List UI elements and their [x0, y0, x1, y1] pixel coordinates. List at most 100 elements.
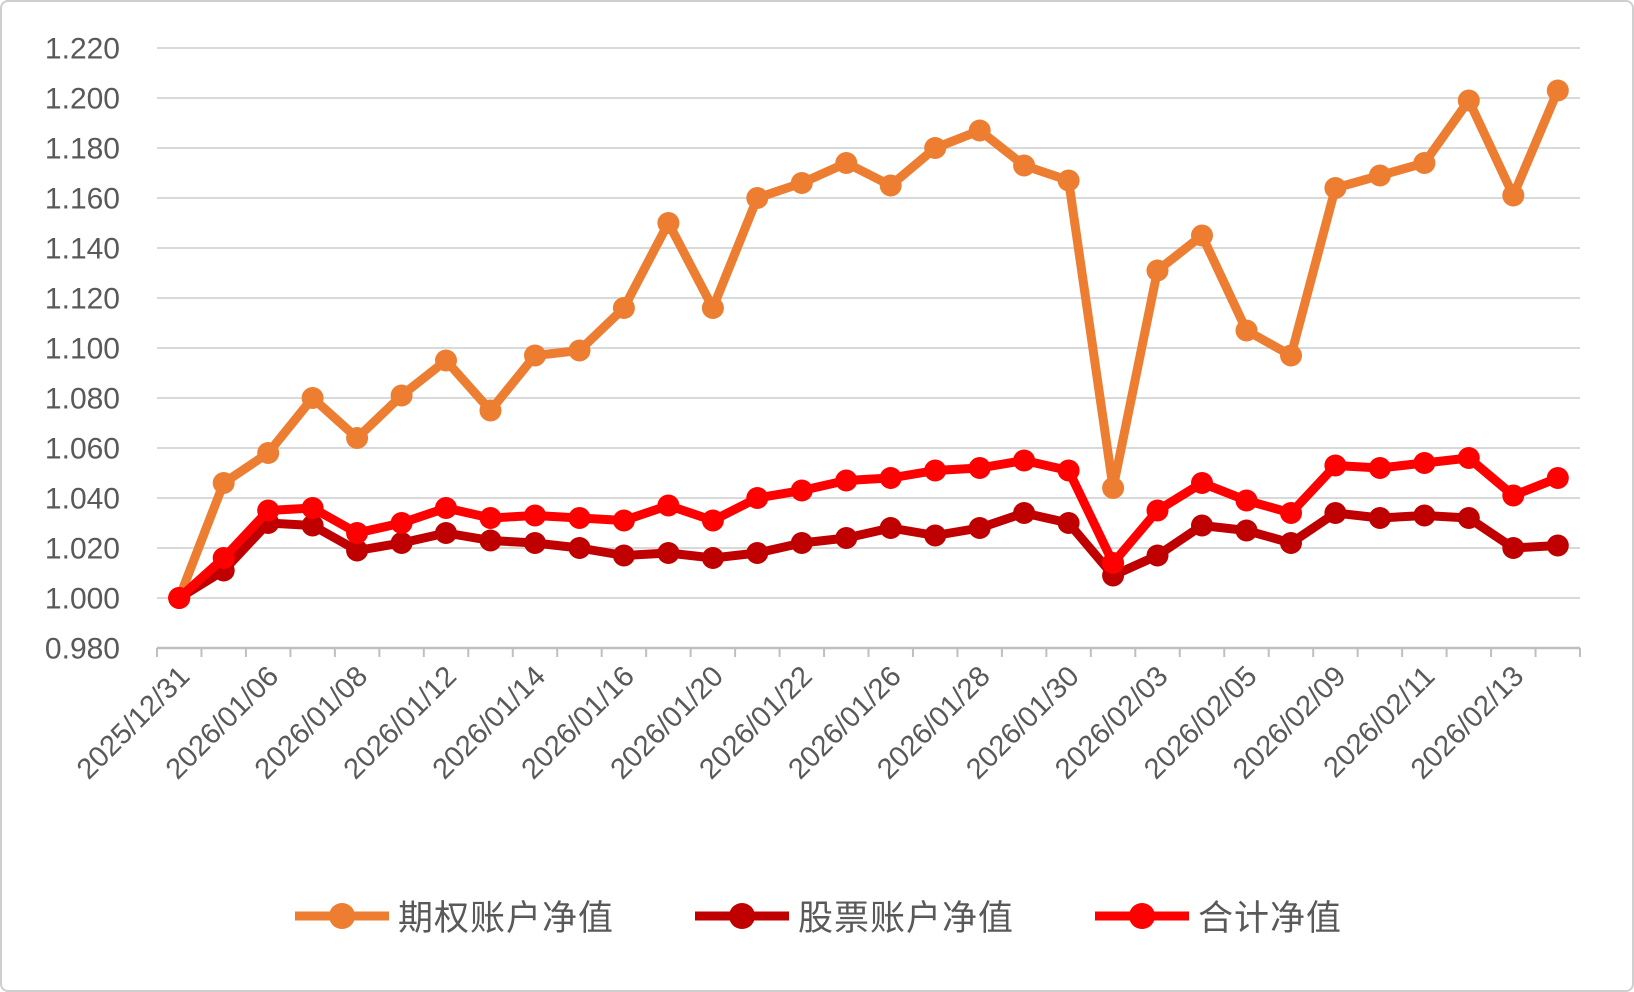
series-1-line-group	[168, 502, 1569, 609]
series-1-marker	[435, 522, 457, 544]
y-tick-label: 1.160	[45, 183, 120, 216]
series-0-marker	[657, 212, 680, 234]
series-2-line-group	[168, 447, 1569, 609]
series-1-marker	[1057, 512, 1080, 534]
series-0-marker	[701, 297, 724, 319]
series-2-marker	[1146, 499, 1169, 522]
series-2-marker	[212, 547, 235, 569]
series-1-marker	[701, 547, 724, 569]
y-tick-label: 1.120	[45, 283, 120, 316]
y-axis-labels: 1.220 1.200 1.180 1.160 1.140 1.120 1.100 1.080…	[45, 33, 120, 666]
series-0-marker	[1546, 79, 1569, 102]
series-2-marker	[568, 507, 591, 529]
series-2-marker	[1102, 552, 1125, 574]
chart-legend: 期权账户净值 股票账户净值 合计净值	[2, 890, 1632, 941]
legend-swatch-total-line-icon	[1095, 902, 1189, 929]
series-2-marker	[524, 504, 546, 527]
series-0-marker	[568, 339, 591, 362]
y-tick-label: 1.040	[45, 483, 120, 516]
series-2-marker	[1457, 447, 1480, 469]
legend-item-total: 合计净值	[1092, 890, 1342, 941]
series-2-marker	[257, 499, 280, 522]
series-1-marker	[1013, 502, 1036, 524]
series-2-marker	[435, 497, 457, 519]
legend-item-stock-account: 股票账户净值	[692, 890, 1014, 941]
series-2-marker	[390, 512, 413, 534]
series-0-marker	[1013, 154, 1036, 177]
series-2-marker	[879, 467, 902, 489]
series-1-marker	[612, 544, 635, 567]
y-tick-label: 1.080	[45, 383, 120, 416]
series-2-marker	[790, 479, 813, 502]
series-0-marker	[1146, 259, 1169, 282]
y-tick-label: 1.000	[45, 583, 120, 616]
series-0-marker	[1413, 152, 1436, 174]
series-0-marker	[968, 119, 991, 142]
legend-swatch-stock-line-icon	[694, 902, 789, 929]
series-1-marker	[1502, 537, 1525, 559]
series-2-marker	[301, 497, 324, 519]
series-2-marker	[1324, 454, 1347, 477]
series-1-marker	[1146, 544, 1169, 567]
y-tick-label: 1.020	[45, 533, 120, 566]
series-2-marker	[968, 457, 991, 479]
series-2-line	[174, 453, 1563, 603]
series-0-marker	[1368, 164, 1391, 187]
series-2-marker	[346, 522, 369, 544]
series-0-marker	[524, 344, 546, 367]
series-0-marker	[835, 152, 858, 174]
series-0-marker	[1235, 319, 1258, 342]
y-tick-label: 1.100	[45, 333, 120, 366]
y-tick-label: 1.180	[45, 133, 120, 166]
series-1-marker	[835, 527, 858, 549]
series-2-marker	[1368, 457, 1391, 479]
series-1-marker	[746, 542, 769, 564]
series-1-marker	[346, 539, 369, 562]
series-0-marker	[1280, 344, 1302, 367]
series-1-marker	[879, 517, 902, 539]
series-0-marker	[879, 174, 902, 197]
series-0-marker	[479, 399, 502, 422]
series-2-marker	[1413, 452, 1436, 474]
net-value-line-chart: 1.220 1.200 1.180 1.160 1.140 1.120 1.100 1.080…	[45, 33, 1581, 786]
series-0-marker	[612, 297, 635, 319]
series-2-marker	[1502, 484, 1525, 507]
series-0-marker	[1324, 177, 1347, 199]
series-0-marker	[1057, 169, 1080, 192]
y-tick-label: 1.200	[45, 83, 120, 116]
series-2-marker	[1280, 502, 1302, 524]
series-2-marker	[835, 469, 858, 492]
series-1-marker	[568, 537, 591, 559]
series-0-line-group	[168, 79, 1569, 609]
y-tick-label: 1.060	[45, 433, 120, 466]
legend-item-option-account: 期权账户净值	[292, 890, 614, 941]
series-0-marker	[924, 137, 947, 159]
series-1-marker	[924, 524, 947, 547]
series-2-marker	[168, 587, 191, 609]
series-1-marker	[479, 529, 502, 552]
series-0-marker	[1191, 224, 1213, 247]
series-2-marker	[657, 494, 680, 517]
series-0-marker	[435, 349, 457, 372]
series-1-marker	[1546, 534, 1569, 557]
series-1-marker	[790, 532, 813, 554]
series-2-marker	[1013, 449, 1036, 472]
series-1-marker	[1191, 514, 1213, 537]
series-1-marker	[1413, 504, 1436, 527]
series-2-marker	[746, 487, 769, 509]
y-tick-label: 0.980	[45, 633, 120, 666]
x-axis	[156, 646, 1581, 657]
series-1-marker	[1457, 507, 1480, 529]
series-0-marker	[390, 384, 413, 407]
series-2-marker	[1191, 472, 1213, 494]
series-2-marker	[701, 509, 724, 532]
series-0-marker	[1102, 477, 1125, 499]
series-0-marker	[746, 187, 769, 209]
series-2-marker	[924, 459, 947, 482]
series-0-marker	[301, 387, 324, 409]
series-2-marker	[1546, 467, 1569, 489]
series-0-line	[174, 86, 1563, 603]
series-1-marker	[390, 532, 413, 554]
legend-label-stock-account: 股票账户净值	[797, 899, 1014, 938]
